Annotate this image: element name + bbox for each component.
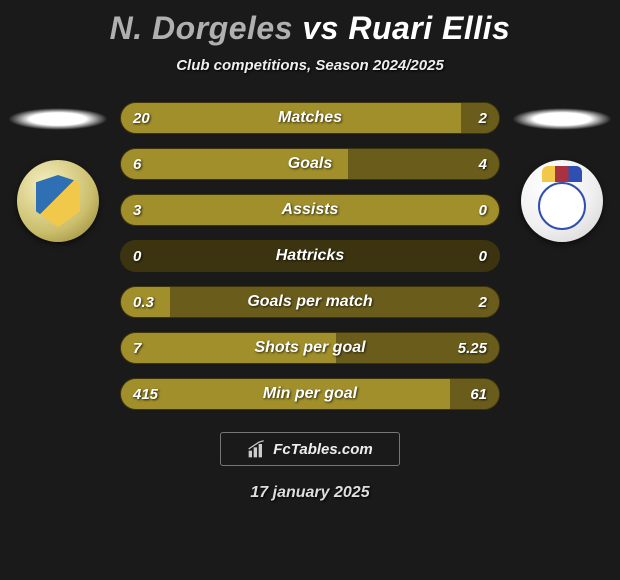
stat-value-right: 2 <box>479 110 487 127</box>
player2-club-crest <box>521 160 603 242</box>
stat-value-left: 0 <box>133 248 141 265</box>
stat-label: Hattricks <box>276 247 344 265</box>
stat-row: 20 Matches 2 <box>120 102 500 134</box>
stat-value-left: 0.3 <box>133 294 154 311</box>
stat-row: 415 Min per goal 61 <box>120 378 500 410</box>
player2-column <box>512 102 612 242</box>
stat-value-right: 0 <box>479 248 487 265</box>
player1-club-crest <box>17 160 99 242</box>
stat-label: Goals <box>288 155 332 173</box>
comparison-title: N. Dorgeles vs Ruari Ellis <box>0 0 620 47</box>
stat-value-right: 2 <box>479 294 487 311</box>
stat-value-left: 6 <box>133 156 141 173</box>
stat-row: 0 Hattricks 0 <box>120 240 500 272</box>
main-comparison: 20 Matches 2 6 Goals 4 3 Assists 0 0 Hattricks 0 0.3… <box>0 102 620 410</box>
stat-value-left: 3 <box>133 202 141 219</box>
stat-bars: 20 Matches 2 6 Goals 4 3 Assists 0 0 Hattricks 0 0.3… <box>120 102 500 410</box>
stat-value-left: 20 <box>133 110 150 127</box>
player1-column <box>8 102 108 242</box>
stat-value-right: 4 <box>479 156 487 173</box>
stat-label: Assists <box>282 201 339 219</box>
player1-photo-placeholder <box>8 108 108 130</box>
stat-label: Goals per match <box>247 293 372 311</box>
stat-label: Shots per goal <box>254 339 365 357</box>
stat-label: Matches <box>278 109 342 127</box>
stat-value-right: 0 <box>479 202 487 219</box>
player1-name: N. Dorgeles <box>110 10 293 46</box>
vs-text: vs <box>302 10 339 46</box>
stat-value-right: 5.25 <box>458 340 487 357</box>
stat-value-right: 61 <box>470 386 487 403</box>
stat-fill-right <box>348 149 499 179</box>
stat-row: 7 Shots per goal 5.25 <box>120 332 500 364</box>
player2-name: Ruari Ellis <box>348 10 510 46</box>
stat-label: Min per goal <box>263 385 357 403</box>
chart-icon <box>247 439 267 459</box>
stat-row: 6 Goals 4 <box>120 148 500 180</box>
stat-value-left: 415 <box>133 386 158 403</box>
stat-row: 0.3 Goals per match 2 <box>120 286 500 318</box>
branding-badge: FcTables.com <box>220 432 400 466</box>
stat-row: 3 Assists 0 <box>120 194 500 226</box>
branding-text: FcTables.com <box>273 441 372 458</box>
player2-photo-placeholder <box>512 108 612 130</box>
stat-value-left: 7 <box>133 340 141 357</box>
subtitle: Club competitions, Season 2024/2025 <box>0 57 620 74</box>
date-label: 17 january 2025 <box>0 484 620 502</box>
